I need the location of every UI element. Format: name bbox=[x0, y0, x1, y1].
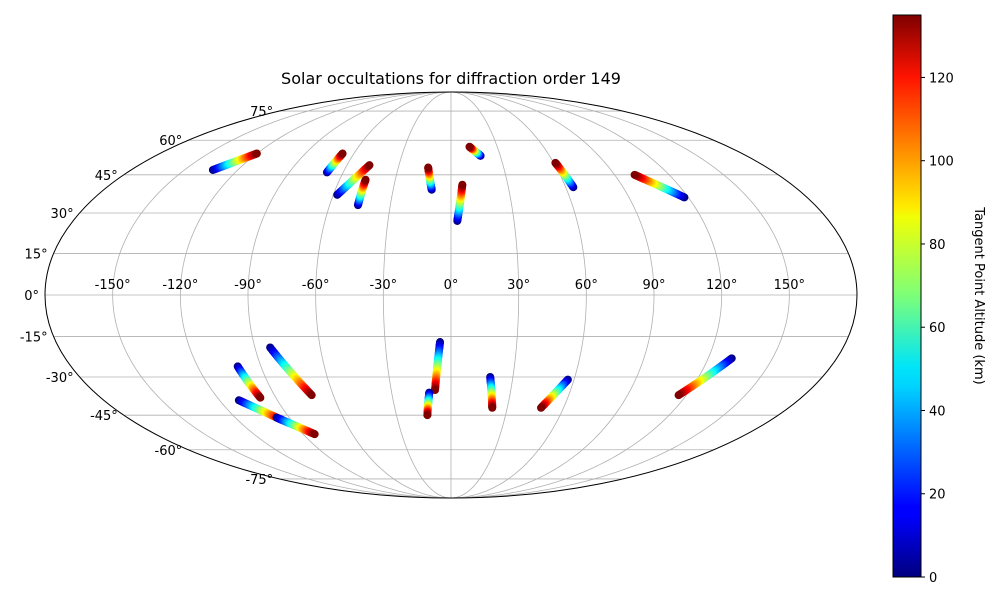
colorbar-tick-label: 0 bbox=[929, 571, 937, 586]
data-point bbox=[424, 163, 433, 172]
occultation-track bbox=[423, 388, 434, 420]
latitude-tick-label: -45° bbox=[90, 409, 118, 424]
occultation-track bbox=[322, 149, 347, 177]
latitude-tick-labels: 75° 60° 45° 30° 15° 0° -15° -30° -45° -60° -75° bbox=[20, 105, 273, 488]
longitude-tick-label: -90° bbox=[234, 278, 262, 293]
latitude-tick-label: -15° bbox=[20, 331, 48, 346]
data-point bbox=[310, 430, 319, 439]
occultation-track bbox=[465, 142, 485, 160]
longitude-tick-label: 0° bbox=[444, 278, 459, 293]
data-point bbox=[458, 180, 467, 189]
colorbar-label: Tangent Point Altitude (km) bbox=[971, 206, 986, 384]
occultation-track bbox=[630, 170, 689, 202]
longitude-tick-label: 120° bbox=[706, 278, 737, 293]
occultation-track bbox=[453, 180, 467, 225]
data-point bbox=[674, 391, 683, 400]
latitude-tick-label: -75° bbox=[245, 473, 273, 488]
latitude-tick-label: 15° bbox=[25, 247, 48, 262]
latitude-tick-label: -30° bbox=[46, 371, 74, 386]
longitude-tick-label: -30° bbox=[369, 278, 397, 293]
latitude-tick-label: 75° bbox=[250, 105, 273, 120]
longitude-tick-label: 150° bbox=[774, 278, 805, 293]
latitude-tick-label: 45° bbox=[95, 169, 118, 184]
data-point bbox=[361, 175, 370, 184]
data-point bbox=[256, 393, 265, 402]
data-point bbox=[630, 170, 639, 179]
data-point bbox=[252, 149, 261, 158]
colorbar-tick-label: 80 bbox=[929, 238, 946, 253]
longitude-tick-label: -120° bbox=[162, 278, 198, 293]
longitude-tick-labels: -150° -120° -90° -60° -30° 0° 30° 60° 90° 120° 150… bbox=[95, 278, 805, 293]
map-area: -150° -120° -90° -60° -30° 0° 30° 60° 90° 120° 150… bbox=[20, 91, 858, 499]
latitude-tick-label: 30° bbox=[51, 207, 74, 222]
colorbar-tick-label: 120 bbox=[929, 71, 954, 86]
occultation-track bbox=[537, 375, 572, 412]
data-point bbox=[338, 149, 347, 158]
colorbar: 0 20 40 60 80 100 120 Tangent Point Altitude (… bbox=[892, 14, 986, 586]
colorbar-tick-label: 100 bbox=[929, 155, 954, 170]
occultation-track bbox=[353, 175, 370, 210]
colorbar-tick-label: 60 bbox=[929, 321, 946, 336]
data-point bbox=[551, 158, 560, 167]
data-point bbox=[465, 142, 474, 151]
longitude-tick-label: -60° bbox=[302, 278, 330, 293]
colorbar-tick-label: 40 bbox=[929, 404, 946, 419]
occultation-track bbox=[233, 362, 265, 402]
latitude-tick-label: 0° bbox=[24, 289, 39, 304]
chart-title: Solar occultations for diffraction order… bbox=[281, 69, 621, 88]
occultation-track bbox=[424, 163, 436, 194]
data-point bbox=[488, 403, 497, 412]
latitude-tick-label: 60° bbox=[159, 134, 182, 149]
data-point bbox=[423, 411, 432, 420]
data-point bbox=[365, 161, 374, 170]
occultation-track bbox=[266, 343, 316, 400]
longitude-tick-label: -150° bbox=[95, 278, 131, 293]
occultation-track bbox=[674, 354, 736, 400]
occultation-track bbox=[431, 338, 445, 395]
data-point bbox=[537, 403, 546, 412]
data-point bbox=[307, 391, 316, 400]
graticule bbox=[45, 92, 857, 498]
occultation-track bbox=[333, 161, 374, 199]
occultation-track bbox=[486, 373, 497, 412]
occultation-track bbox=[272, 413, 319, 439]
occultation-tracks bbox=[208, 142, 736, 439]
occultation-track bbox=[551, 158, 578, 192]
colorbar-gradient bbox=[892, 14, 922, 578]
map-boundary bbox=[44, 91, 858, 499]
longitude-tick-label: 90° bbox=[642, 278, 665, 293]
occultation-track bbox=[208, 149, 261, 174]
colorbar-ticks: 0 20 40 60 80 100 120 bbox=[921, 71, 954, 586]
longitude-tick-label: 60° bbox=[575, 278, 598, 293]
colorbar-tick-label: 20 bbox=[929, 488, 946, 503]
longitude-tick-label: 30° bbox=[507, 278, 530, 293]
latitude-tick-label: -60° bbox=[155, 444, 183, 459]
